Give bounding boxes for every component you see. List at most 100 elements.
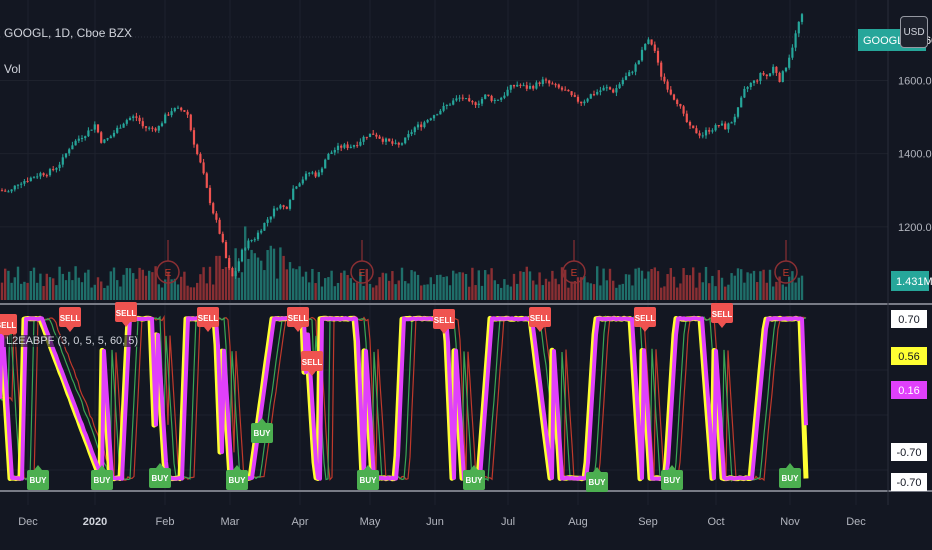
candle-body-223 <box>714 125 717 131</box>
candle-body-96 <box>308 172 311 174</box>
candle-body-88 <box>282 205 285 207</box>
volume-bar-186 <box>596 266 599 300</box>
candle-body-213 <box>682 106 685 114</box>
candle-body-102 <box>327 153 330 160</box>
volume-bar-6 <box>20 283 23 300</box>
volume-bar-164 <box>525 266 528 300</box>
volume-bar-224 <box>717 270 720 300</box>
candle-body-61 <box>196 144 199 155</box>
buy-text-1: BUY <box>94 476 112 485</box>
volume-bar-171 <box>548 281 551 300</box>
sell-label-7 <box>529 307 551 327</box>
volume-bar-149 <box>477 270 480 300</box>
volume-bar-235 <box>752 270 756 300</box>
sell-pointer-9 <box>718 323 726 328</box>
x-tick-may: May <box>360 516 381 528</box>
candle-body-201 <box>644 43 647 50</box>
volume-bar-22 <box>71 280 74 300</box>
volume-bar-1 <box>4 268 7 300</box>
volume-bar-115 <box>368 283 372 300</box>
volume-bar-88 <box>282 255 285 300</box>
volume-bar-126 <box>404 281 407 300</box>
volume-bar-114 <box>365 268 368 300</box>
volume-bar-56 <box>180 276 183 300</box>
osc-badge-text-3: -0.70 <box>896 447 921 459</box>
volume-bar-243 <box>778 276 781 300</box>
volume-bar-29 <box>93 284 96 300</box>
buy-label-6 <box>463 470 485 490</box>
volume-bar-116 <box>372 287 375 300</box>
candle-body-192 <box>615 88 618 93</box>
osc-badge-text-1: 0.56 <box>898 351 919 363</box>
candle-body-246 <box>788 57 791 68</box>
sell-pointer-2 <box>122 322 130 327</box>
volume-bar-155 <box>496 284 500 300</box>
volume-bar-103 <box>330 270 333 300</box>
buy-label-7 <box>586 472 608 492</box>
volume-bar-21 <box>68 271 71 300</box>
candle-body-210 <box>672 94 676 100</box>
sell-text-7: SELL <box>530 314 551 323</box>
candle-body-204 <box>653 44 656 51</box>
candle-body-135 <box>432 115 436 119</box>
candle-body-117 <box>375 134 378 137</box>
volume-bar-17 <box>55 285 58 300</box>
sell-text-3: SELL <box>198 314 219 323</box>
osc-badge-3 <box>891 443 927 461</box>
volume-bar-204 <box>653 267 656 300</box>
volume-bars <box>0 226 804 300</box>
x-tick-nov: Nov <box>780 516 800 528</box>
volume-bar-65 <box>208 266 212 300</box>
candle-body-121 <box>388 138 391 142</box>
candle-body-155 <box>496 99 500 101</box>
candle-body-172 <box>551 83 554 85</box>
volume-bar-85 <box>272 248 276 300</box>
symbol-title: GOOGL, 1D, Cboe BZX <box>4 26 133 40</box>
osc-badge-4 <box>891 473 927 491</box>
candle-body-10 <box>32 177 36 179</box>
volume-bar-230 <box>736 268 740 300</box>
volume-bar-27 <box>87 269 90 300</box>
candle-body-56 <box>180 107 183 111</box>
candle-body-104 <box>333 149 336 153</box>
earnings-marker-letter-0: E <box>165 268 172 279</box>
volume-bar-213 <box>682 268 685 300</box>
candle-body-206 <box>660 62 663 77</box>
candle-body-182 <box>583 101 586 104</box>
volume-bar-202 <box>647 271 650 300</box>
volume-bar-172 <box>551 270 554 300</box>
candle-body-47 <box>151 127 154 129</box>
y-tick-2: 1600.00 <box>898 75 932 87</box>
volume-bar-160 <box>512 273 516 300</box>
volume-bar-26 <box>84 272 87 300</box>
candle-body-147 <box>471 101 474 103</box>
volume-bar-148 <box>474 285 477 300</box>
volume-bar-123 <box>394 284 397 300</box>
candle-body-198 <box>634 64 637 72</box>
candle-body-142 <box>455 98 458 101</box>
candle-body-229 <box>733 116 736 123</box>
candle-body-193 <box>618 84 621 89</box>
candle-body-146 <box>468 98 471 102</box>
x-tick-aug: Aug <box>568 516 588 528</box>
volume-bar-156 <box>500 287 503 300</box>
currency-button[interactable]: USD <box>900 16 928 48</box>
volume-bar-153 <box>490 268 493 300</box>
volume-bar-188 <box>602 268 605 300</box>
volume-bar-30 <box>96 277 100 300</box>
volume-bar-86 <box>276 278 279 300</box>
candle-body-195 <box>624 76 628 80</box>
volume-bar-240 <box>768 269 772 300</box>
candle-body-16 <box>52 169 55 171</box>
candle-body-112 <box>359 141 362 146</box>
volume-bar-19 <box>61 273 64 300</box>
candle-body-58 <box>186 111 189 115</box>
candle-body-209 <box>669 89 672 95</box>
buy-text-5: BUY <box>360 476 378 485</box>
candle-body-45 <box>144 126 148 128</box>
volume-bar-232 <box>743 282 746 300</box>
signal-labels: SELL SELL SELL SELL SELL SELL SELL SELL SELL SELL… <box>0 302 801 492</box>
candle-body-240 <box>768 73 772 77</box>
buy-label-9 <box>779 468 801 488</box>
